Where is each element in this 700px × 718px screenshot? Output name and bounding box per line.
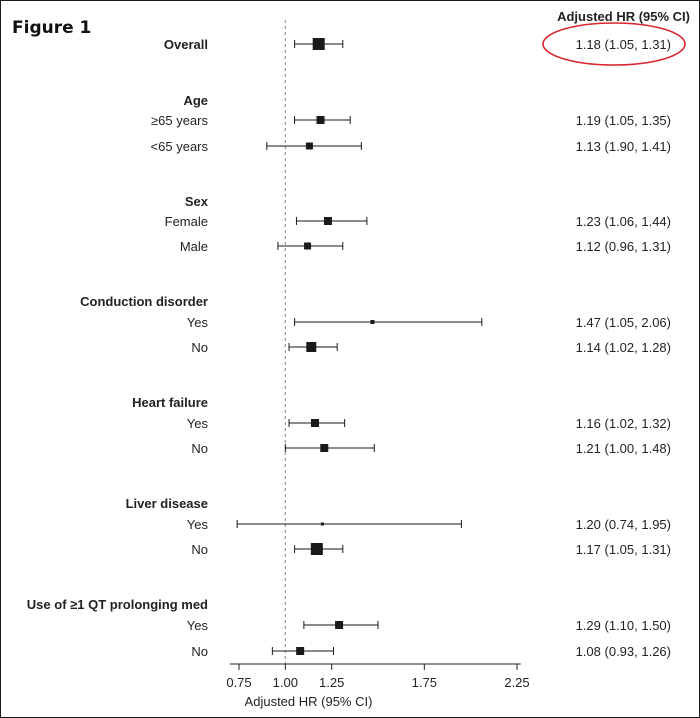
hr-point — [306, 342, 317, 352]
hr-point — [310, 419, 319, 427]
hr-value-text: 1.13 (1.90, 1.41) — [576, 139, 671, 154]
row-label: Male — [180, 239, 208, 254]
hr-point — [305, 142, 313, 150]
row-label: Female — [165, 214, 208, 229]
hr-value-text: 1.16 (1.02, 1.32) — [576, 416, 671, 431]
hr-value-text: 1.12 (0.96, 1.31) — [576, 239, 671, 254]
hr-value-text: 1.47 (1.05, 2.06) — [576, 315, 671, 330]
group-label: Age — [183, 93, 208, 108]
hr-point — [370, 320, 375, 324]
row-label: No — [191, 542, 208, 557]
hr-value-text: 1.08 (0.93, 1.26) — [576, 644, 671, 659]
x-tick-label: 2.25 — [504, 675, 529, 690]
x-tick-label: 1.75 — [412, 675, 437, 690]
x-tick-label: 1.00 — [273, 675, 298, 690]
group-label: Use of ≥1 QT prolonging med — [27, 597, 208, 612]
row-label: Yes — [187, 315, 209, 330]
row-label: No — [191, 441, 208, 456]
figure-title: Figure 1 — [12, 18, 91, 38]
hr-point — [296, 647, 305, 655]
x-tick-label: 1.25 — [319, 675, 344, 690]
hr-value-text: 1.17 (1.05, 1.31) — [576, 542, 671, 557]
hr-point — [323, 217, 332, 225]
hr-value-text: 1.14 (1.02, 1.28) — [576, 340, 671, 355]
hr-point — [310, 543, 323, 555]
hr-value-text: 1.23 (1.06, 1.44) — [576, 214, 671, 229]
hr-point — [335, 621, 344, 629]
row-label: <65 years — [151, 139, 209, 154]
x-axis-title: Adjusted HR (95% CI) — [245, 694, 373, 709]
hr-value-text: 1.20 (0.74, 1.95) — [576, 517, 671, 532]
hr-point — [316, 116, 325, 124]
group-label: Liver disease — [126, 496, 208, 511]
row-label: Yes — [187, 618, 209, 633]
hr-value-text: 1.29 (1.10, 1.50) — [576, 618, 671, 633]
group-label: Heart failure — [132, 395, 208, 410]
hr-value-text: 1.19 (1.05, 1.35) — [576, 113, 671, 128]
hr-point — [312, 38, 325, 50]
column-header: Adjusted HR (95% CI) — [557, 9, 690, 24]
hr-point — [320, 444, 329, 452]
row-label: ≥65 years — [151, 113, 208, 128]
row-label: No — [191, 340, 208, 355]
row-label: Yes — [187, 517, 209, 532]
hr-value-text: 1.18 (1.05, 1.31) — [576, 37, 671, 52]
hr-point — [320, 522, 324, 526]
row-label: Yes — [187, 416, 209, 431]
group-label: Sex — [185, 194, 209, 209]
hr-point — [304, 242, 312, 250]
group-label: Conduction disorder — [80, 294, 208, 309]
overall-label: Overall — [164, 37, 208, 52]
highlight-ellipse — [542, 22, 686, 66]
row-label: No — [191, 644, 208, 659]
hr-value-text: 1.21 (1.00, 1.48) — [576, 441, 671, 456]
x-tick-label: 0.75 — [226, 675, 251, 690]
